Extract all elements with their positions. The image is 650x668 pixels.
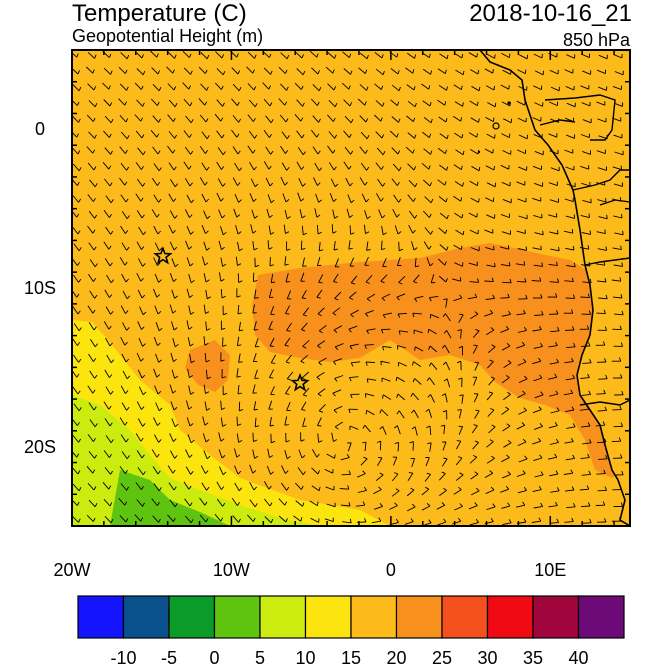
colorbar-label: 20 — [386, 649, 406, 667]
wind-barb — [580, 297, 589, 298]
y-tick-label: 20S — [24, 438, 56, 456]
wind-barb-feather — [572, 229, 573, 233]
wind-barb — [365, 345, 374, 346]
wind-barb-feather — [590, 230, 591, 234]
wind-barb-feather — [623, 231, 624, 235]
wind-barb-feather — [495, 54, 496, 58]
colorbar-label: 40 — [568, 649, 588, 667]
wind-barb-feather — [302, 298, 306, 299]
wind-barb-feather — [285, 425, 289, 426]
wind-barb-feather — [509, 85, 510, 89]
colorbar-swatch — [306, 596, 352, 638]
colorbar-swatch — [169, 596, 215, 638]
wind-barb-feather — [526, 246, 527, 250]
wind-barb-feather — [461, 246, 462, 250]
colorbar-swatch — [260, 596, 306, 638]
wind-barb-feather — [457, 441, 461, 442]
colorbar-label: 25 — [432, 649, 452, 667]
wind-barb-feather — [493, 149, 494, 153]
wind-barb — [598, 459, 607, 460]
colorbar-label: 10 — [295, 649, 315, 667]
wind-barb-feather — [509, 54, 510, 58]
wind-barb — [596, 474, 605, 475]
colorbar-label: 5 — [255, 649, 265, 667]
wind-barb — [332, 224, 333, 233]
wind-barb — [596, 394, 605, 395]
wind-barb-feather — [335, 454, 336, 458]
y-tick-label: 10S — [24, 279, 56, 297]
wind-barb — [502, 282, 511, 283]
wind-barb-feather — [303, 266, 307, 267]
colorbar-swatch — [397, 596, 443, 638]
colorbar-swatch — [533, 596, 579, 638]
colorbar-label: 0 — [209, 649, 219, 667]
wind-barb-feather — [285, 314, 289, 315]
wind-barb — [317, 225, 318, 234]
y-tick-label: 0 — [35, 120, 45, 138]
wind-barb-feather — [381, 361, 382, 365]
wind-barb-feather — [396, 377, 397, 381]
wind-barb — [582, 363, 591, 364]
wind-barb-feather — [494, 86, 495, 90]
x-tick-label: 10E — [534, 561, 566, 579]
colorbar-label: 15 — [341, 649, 361, 667]
colorbar-swatch — [124, 596, 170, 638]
colorbar-label: -10 — [110, 649, 136, 667]
wind-barb — [596, 313, 605, 314]
colorbar-label: 30 — [477, 649, 497, 667]
wind-barb-feather — [494, 166, 495, 170]
wind-barb-feather — [541, 246, 542, 250]
wind-barb — [350, 225, 351, 234]
x-tick-label: 0 — [386, 561, 396, 579]
wind-barb-feather — [543, 231, 544, 235]
colorbar-swatch — [579, 596, 625, 638]
wind-barb-feather — [457, 410, 461, 411]
colorbar-swatch — [215, 596, 261, 638]
wind-barb — [398, 442, 399, 451]
colorbar-label: -5 — [161, 649, 177, 667]
wind-barb-feather — [607, 215, 608, 219]
wind-barb-feather — [415, 347, 416, 351]
wind-barb-feather — [493, 69, 494, 73]
wind-barb-feather — [558, 230, 559, 234]
wind-barb-feather — [473, 345, 477, 346]
wind-barb-feather — [477, 182, 478, 186]
wind-barb-feather — [319, 282, 323, 283]
wind-barb — [581, 506, 590, 507]
wind-barb-feather — [622, 214, 623, 218]
colorbar-swatch — [488, 596, 534, 638]
wind-barb-feather — [253, 313, 257, 314]
wind-barb-feather — [479, 198, 480, 202]
wind-barb-feather — [605, 230, 606, 234]
wind-barb — [398, 313, 407, 314]
wind-barb-feather — [495, 134, 496, 138]
wind-barb-feather — [366, 410, 367, 414]
wind-barb-feather — [493, 118, 494, 122]
wind-barb — [517, 281, 526, 282]
wind-barb — [399, 242, 400, 251]
colorbar-swatch — [78, 596, 124, 638]
wind-barb-feather — [271, 363, 275, 364]
wind-barb — [484, 281, 493, 282]
x-tick-label: 10W — [213, 561, 250, 579]
wind-barb — [500, 298, 509, 299]
wind-barb — [253, 433, 254, 442]
wind-barb-feather — [477, 213, 478, 217]
colorbar — [78, 596, 624, 638]
colorbar-label: 35 — [523, 649, 543, 667]
wind-barb-feather — [269, 378, 273, 379]
wind-barb — [366, 362, 375, 363]
wind-barb-feather — [479, 167, 480, 171]
colorbar-swatch — [351, 596, 397, 638]
x-tick-label: 20W — [53, 561, 90, 579]
wind-barb — [239, 402, 240, 411]
colorbar-swatch — [442, 596, 488, 638]
wind-barb-feather — [495, 103, 496, 107]
